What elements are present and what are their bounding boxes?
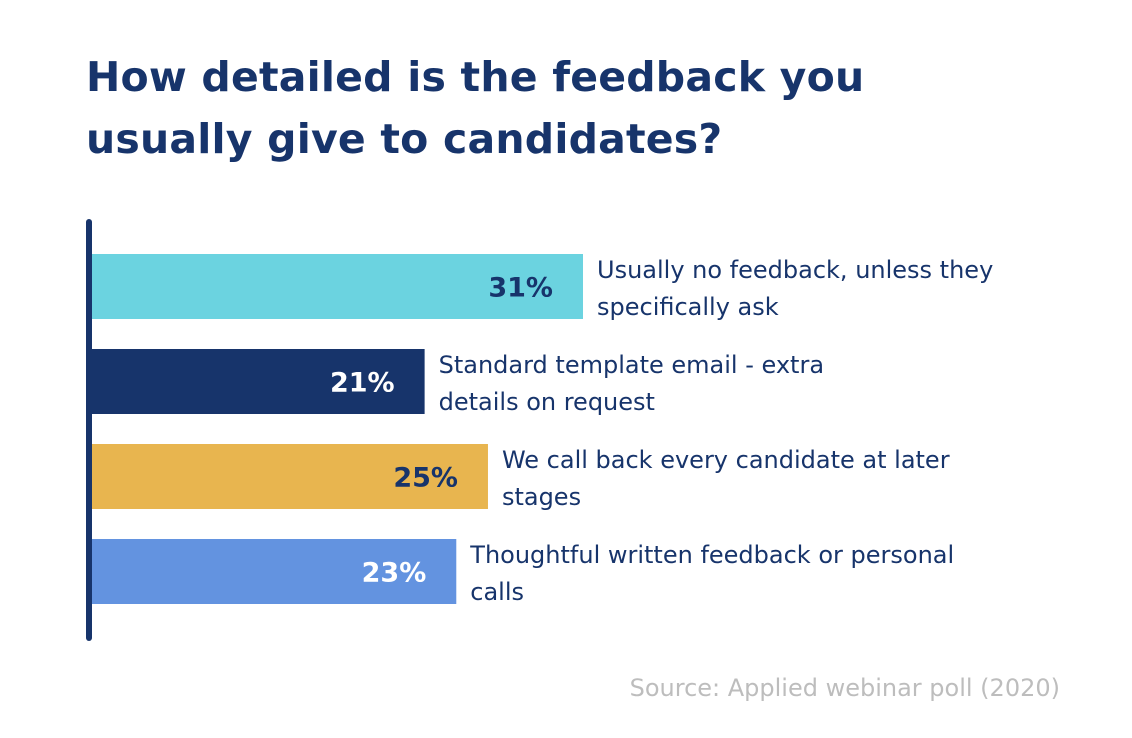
bar-value-label: 31% <box>488 273 553 304</box>
category-label: Standard template email - extra <box>439 351 824 379</box>
bars-group: 31% Usually no feedback, unless they speci… <box>92 254 993 606</box>
source-note: Source: Applied webinar poll (2020) <box>629 674 1060 702</box>
category-label: We call back every candidate at later <box>502 446 950 474</box>
chart-title: How detailed is the feedback you usually… <box>86 53 865 163</box>
bar-value-label: 25% <box>393 463 458 494</box>
category-label: Thoughtful written feedback or personal <box>469 541 954 569</box>
bar <box>92 349 425 414</box>
category-label: specifically ask <box>597 293 779 321</box>
bar <box>92 539 457 604</box>
bar <box>92 444 488 509</box>
category-label: calls <box>470 578 524 606</box>
category-label: Usually no feedback, unless they <box>597 256 993 284</box>
bar-value-label: 23% <box>362 558 427 589</box>
category-label: details on request <box>439 388 655 416</box>
bar <box>92 254 583 319</box>
category-label: stages <box>502 483 581 511</box>
bar-value-label: 21% <box>330 368 395 399</box>
